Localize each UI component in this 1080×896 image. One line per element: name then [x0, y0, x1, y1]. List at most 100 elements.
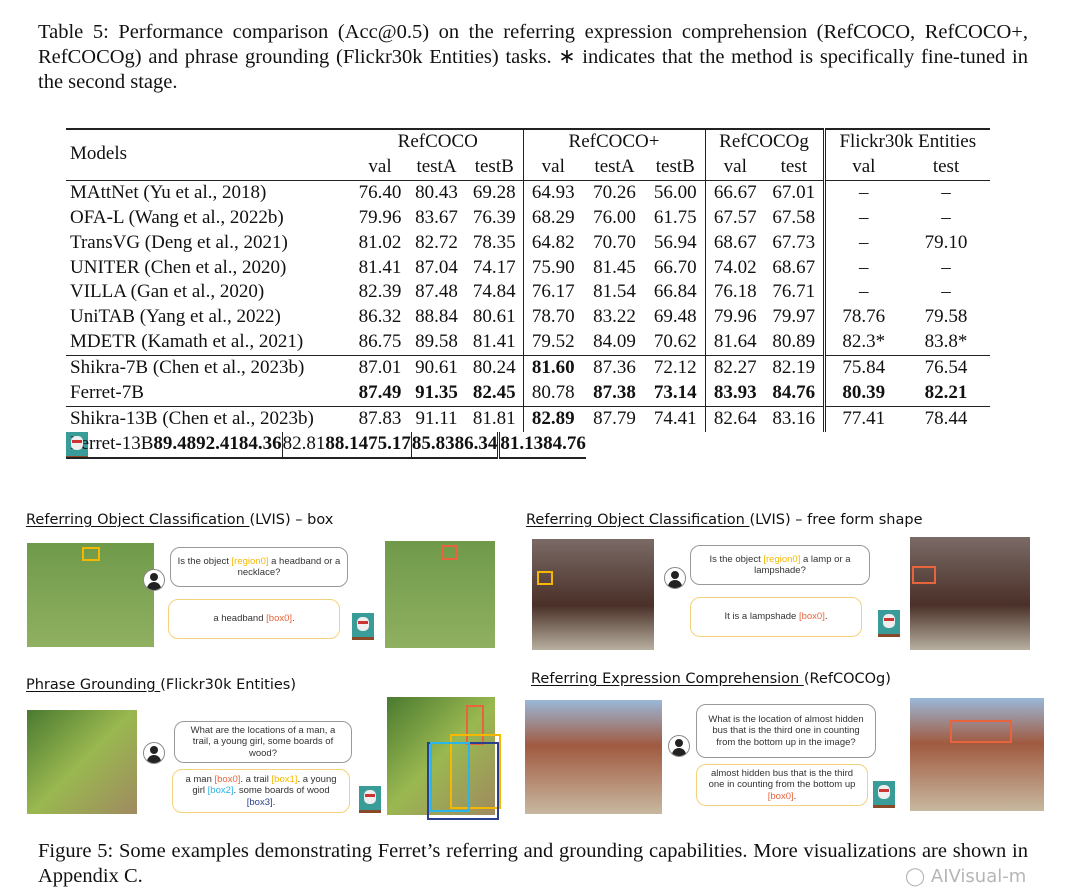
cell: 87.38	[593, 382, 636, 404]
cell: 74.84	[466, 280, 524, 306]
cell: 82.19	[765, 355, 826, 382]
token-region: [region0]	[231, 555, 269, 567]
token-box3: [box3]	[246, 796, 273, 808]
model-name: UniTAB (Yang et al., 2022)	[70, 306, 281, 328]
cell: –	[859, 231, 869, 253]
cell: 76.17	[531, 281, 575, 303]
group-header: RefCOCO	[353, 128, 524, 155]
cell: 81.54	[593, 281, 636, 303]
output-image	[910, 537, 1030, 650]
cell: 64.93	[523, 179, 584, 206]
cell: 76.18	[713, 281, 757, 303]
cell: 69.28	[466, 179, 524, 206]
cell: 86.34	[454, 431, 501, 459]
subheader: test	[765, 154, 826, 181]
cell: 83.16	[765, 405, 826, 432]
cell: 81.02	[358, 231, 402, 253]
results-table: Models RefCOCO RefCOCO+ RefCOCOg Flickr3…	[66, 127, 991, 459]
user-avatar-icon	[668, 735, 690, 757]
cell: 82.21	[924, 382, 968, 404]
model-name: UNITER (Chen et al., 2020)	[70, 256, 287, 278]
cell: 78.76	[842, 306, 886, 328]
cell: 80.24	[466, 355, 524, 382]
cell: 76.71	[765, 280, 826, 306]
cell: 77.41	[824, 405, 903, 432]
cell: 68.67	[713, 231, 757, 253]
subheader: val	[368, 155, 392, 177]
bubble-text: Is the object	[177, 555, 232, 567]
panel-title: Referring Object Classification (LVIS) –…	[526, 512, 923, 529]
cell: 66.70	[646, 255, 706, 281]
subheader: testA	[416, 155, 457, 177]
token-box2: [box2]	[207, 785, 234, 797]
cell: 90.61	[407, 355, 466, 382]
bubble-text: a man	[185, 773, 215, 785]
cell: 82.89	[523, 405, 584, 432]
bubble-text: .	[824, 611, 828, 623]
cell: –	[859, 281, 869, 303]
bubble-text: What is the location of almost hidden bu…	[708, 713, 864, 748]
cell: 85.83	[411, 431, 455, 459]
output-image	[387, 697, 495, 815]
subheader: val	[723, 155, 747, 177]
cell: 78.70	[531, 306, 575, 328]
table-row: TransVG (Deng et al., 2021) 81.02 82.72 78.…	[66, 230, 990, 256]
bounding-box	[441, 545, 458, 560]
cell: 82.3*	[842, 331, 886, 353]
subheader: testA	[594, 155, 635, 177]
cell: 74.02	[713, 256, 757, 278]
model-name: Shikra-7B (Chen et al., 2023b)	[66, 355, 353, 382]
cell: 76.39	[466, 205, 524, 231]
bubble-text: . a young girl	[192, 773, 337, 797]
cell: 87.01	[353, 355, 407, 382]
panel-title-dataset: (RefCOCOg)	[803, 671, 891, 687]
cell: 69.48	[646, 305, 706, 331]
cell: 83.67	[415, 206, 458, 228]
cell: 67.57	[713, 206, 757, 228]
model-name: TransVG (Deng et al., 2021)	[70, 231, 288, 253]
figure-caption: Figure 5: Some examples demonstrating Fe…	[38, 840, 1028, 887]
bubble-text: .	[292, 613, 295, 625]
subheader: test	[932, 155, 960, 177]
subheader: testB	[646, 154, 706, 181]
cell: 74.41	[646, 405, 706, 432]
question-bubble: Is the object [region0] a headband or a …	[170, 547, 348, 587]
token-box0: [box0]	[798, 611, 825, 623]
cell: 66.84	[646, 280, 706, 306]
cell: 75.17	[368, 431, 412, 459]
cell: 79.96	[358, 206, 402, 228]
input-image	[27, 710, 137, 814]
cell: 83.8*	[924, 331, 968, 353]
watermark: ◯ AIVisual-m	[905, 866, 1027, 887]
cell: –	[941, 206, 951, 228]
question-bubble: What is the location of almost hidden bu…	[696, 704, 876, 758]
bounding-box	[450, 734, 501, 809]
bubble-text: a lamp or a lampshade?	[754, 553, 851, 577]
output-image	[910, 698, 1044, 811]
cell: 64.82	[531, 231, 575, 253]
cell: 81.13	[498, 431, 544, 459]
panel-title: Referring Expression Comprehension (RefC…	[531, 671, 891, 688]
cell: 74.17	[466, 255, 524, 281]
cell: –	[902, 179, 991, 206]
bubble-text: It is a lampshade	[724, 611, 799, 623]
cell: 68.67	[765, 255, 826, 281]
cell: 84.36	[238, 431, 283, 459]
bubble-text: . a trail	[240, 773, 272, 785]
model-name: VILLA (Gan et al., 2020)	[70, 281, 265, 303]
cell: 92.41	[196, 431, 239, 459]
cell: 80.43	[407, 179, 466, 206]
cell: 78.35	[466, 230, 524, 256]
bubble-text: a headband	[213, 613, 267, 625]
cell: 80.78	[531, 382, 575, 404]
subheader: val	[852, 155, 876, 177]
bubble-text: . some boards of wood	[233, 785, 330, 797]
cell: –	[941, 281, 951, 303]
cell: 73.14	[646, 381, 706, 407]
cell: 83.22	[593, 306, 636, 328]
cell: 79.97	[765, 305, 826, 331]
table-row: VILLA (Gan et al., 2020) 82.39 87.48 74.84 7…	[66, 280, 990, 306]
cell: 72.12	[646, 355, 706, 382]
cell: 82.45	[466, 381, 524, 407]
subheader: val	[541, 155, 565, 177]
